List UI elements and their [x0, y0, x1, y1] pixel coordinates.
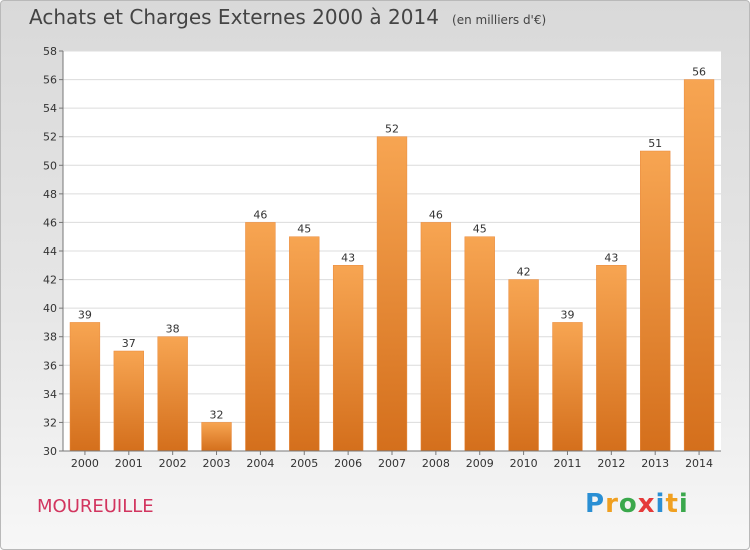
- bar: [69, 322, 101, 452]
- bar: [420, 222, 452, 452]
- y-tick-label: 38: [43, 331, 57, 344]
- bar-value-label: 45: [473, 223, 487, 236]
- bar: [640, 150, 671, 452]
- bar-value-label: 43: [604, 251, 618, 264]
- x-tick-label: 2007: [378, 457, 406, 470]
- bar: [157, 336, 188, 452]
- y-tick-label: 48: [43, 188, 57, 201]
- y-tick-label: 36: [43, 359, 57, 372]
- bar-value-label: 39: [560, 308, 574, 321]
- y-tick-label: 44: [43, 245, 57, 258]
- x-tick-label: 2006: [334, 457, 362, 470]
- bar: [289, 236, 320, 452]
- y-tick-label: 46: [43, 216, 57, 229]
- y-tick-label: 30: [43, 445, 57, 458]
- proxiti-logo: Proxiti: [585, 489, 689, 519]
- y-tick-label: 58: [43, 45, 57, 58]
- bar: [596, 265, 627, 452]
- bar: [464, 236, 495, 452]
- y-tick-label: 56: [43, 74, 57, 87]
- bar-value-label: 52: [385, 123, 399, 136]
- bar-value-label: 56: [692, 66, 706, 79]
- brand-letter: P: [585, 489, 606, 519]
- brand-letter: o: [618, 489, 638, 519]
- bar: [552, 322, 583, 452]
- bar-value-label: 38: [166, 323, 180, 336]
- x-tick-label: 2008: [422, 457, 450, 470]
- brand-letter: i: [678, 489, 689, 519]
- x-tick-label: 2011: [553, 457, 581, 470]
- y-tick-label: 34: [43, 388, 57, 401]
- bar: [376, 136, 408, 452]
- bar-value-label: 39: [78, 308, 92, 321]
- y-tick-label: 42: [43, 274, 57, 287]
- bar-value-label: 43: [341, 251, 355, 264]
- y-tick-label: 54: [43, 102, 57, 115]
- x-tick-label: 2004: [246, 457, 274, 470]
- x-tick-label: 2005: [290, 457, 318, 470]
- bar: [508, 279, 539, 452]
- x-tick-label: 2009: [466, 457, 494, 470]
- brand-letter: r: [605, 489, 619, 519]
- x-tick-label: 2002: [159, 457, 187, 470]
- y-tick-label: 50: [43, 159, 57, 172]
- x-tick-label: 2000: [71, 457, 99, 470]
- bar: [245, 222, 276, 452]
- bar-value-label: 37: [122, 337, 136, 350]
- chart-title: Achats et Charges Externes 2000 à 2014: [29, 5, 439, 29]
- x-tick-label: 2012: [597, 457, 625, 470]
- chart-header: Achats et Charges Externes 2000 à 2014 (…: [29, 5, 546, 29]
- bar: [113, 350, 144, 452]
- bar-value-label: 42: [517, 266, 531, 279]
- bar-value-label: 46: [429, 208, 443, 221]
- x-tick-label: 2010: [510, 457, 538, 470]
- y-tick-label: 32: [43, 416, 57, 429]
- bar-value-label: 45: [297, 223, 311, 236]
- bar-value-label: 51: [648, 137, 662, 150]
- brand-letter: i: [655, 489, 666, 519]
- brand-letter: t: [665, 489, 679, 519]
- chart-unit: (en milliers d'€): [452, 13, 547, 27]
- bar: [683, 79, 715, 452]
- x-tick-label: 2003: [203, 457, 231, 470]
- brand-letter: x: [637, 489, 656, 519]
- bar: [201, 422, 232, 452]
- x-tick-label: 2013: [641, 457, 669, 470]
- bar-value-label: 46: [253, 208, 267, 221]
- y-tick-label: 52: [43, 131, 57, 144]
- commune-name: MOUREUILLE: [37, 496, 154, 517]
- bar-value-label: 32: [210, 408, 224, 421]
- x-tick-label: 2001: [115, 457, 143, 470]
- x-tick-label: 2014: [685, 457, 713, 470]
- y-tick-label: 40: [43, 302, 57, 315]
- bar: [332, 265, 364, 452]
